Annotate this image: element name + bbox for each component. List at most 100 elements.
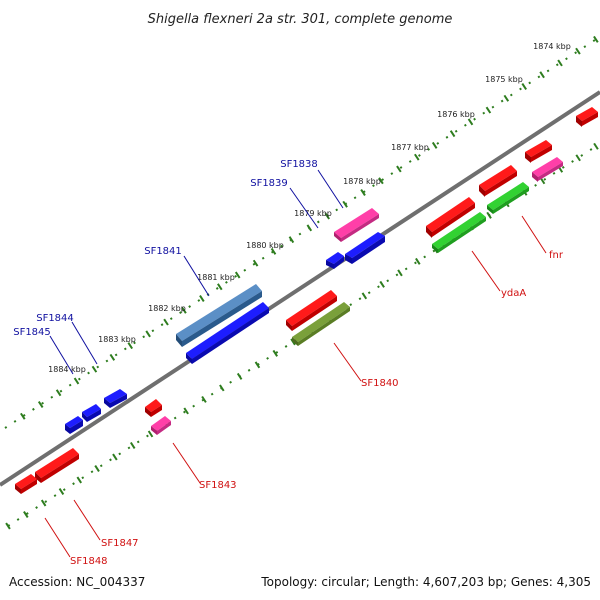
axis-tick-mark: [91, 365, 98, 373]
axis-tick-mark: [58, 487, 65, 495]
tick-label-1878: 1878 kbp: [343, 177, 381, 186]
axis-tick-mark: [324, 212, 330, 220]
axis-tick-mark: [575, 154, 581, 162]
label-fnr[interactable]: fnr: [549, 250, 564, 261]
label-SF1845[interactable]: SF1845: [13, 327, 51, 338]
gene-small-blue-1[interactable]: [326, 252, 344, 269]
axis-tick-mark: [73, 377, 80, 385]
axis-tick-mark: [378, 177, 384, 185]
axis-tick-mark: [503, 94, 510, 102]
gene-red-far-right[interactable]: [576, 107, 598, 127]
axis-tick-mark: [306, 224, 313, 232]
accession-text: Accession: NC_004337: [9, 575, 145, 589]
axis-tick-mark: [55, 389, 62, 397]
gene-labels-top: SF1838 SF1839 SF1841 SF1844 SF1845: [13, 159, 318, 338]
axis-tick-mark: [76, 476, 83, 484]
axis-tick-mark: [234, 271, 241, 279]
tick-label-1884: 1884 kbp: [48, 365, 86, 374]
axis-tick-mark: [415, 257, 421, 265]
axis-tick-mark: [40, 499, 47, 507]
axis-tick-mark: [37, 401, 44, 408]
label-SF1838[interactable]: SF1838: [280, 159, 318, 170]
axis-tick-mark: [485, 106, 492, 114]
label-SF1840[interactable]: SF1840: [361, 378, 399, 389]
tick-label-1875: 1875 kbp: [485, 75, 523, 84]
axis-tick-mark: [593, 35, 599, 43]
gene-SF1843[interactable]: [151, 416, 171, 435]
gene-SF1838[interactable]: [334, 208, 379, 242]
label-ydaA[interactable]: ydaA: [501, 288, 526, 299]
axis-tick-mark: [217, 283, 223, 291]
gene-pink-1[interactable]: [532, 157, 563, 182]
axis-tick-mark: [109, 353, 116, 361]
gene-SF1840[interactable]: [286, 290, 337, 331]
gene-small-blue-2[interactable]: [65, 416, 83, 434]
axis-tick-mark: [183, 407, 189, 415]
gene-fnr[interactable]: [479, 165, 517, 197]
label-SF1848[interactable]: SF1848: [70, 556, 108, 567]
axis-tick-mark: [145, 330, 151, 338]
axis-tick-mark: [379, 280, 385, 288]
axis-tick-mark: [129, 441, 136, 449]
label-leaders: [44, 169, 547, 558]
tick-label-1881: 1881 kbp: [197, 273, 235, 282]
tick-labels: 1874 kbp 1875 kbp 1876 kbp 1877 kbp 1878…: [48, 42, 571, 374]
axis-tick-mark: [252, 259, 259, 267]
tick-label-1877: 1877 kbp: [391, 143, 429, 152]
label-SF1839[interactable]: SF1839: [250, 178, 288, 189]
label-SF1847[interactable]: SF1847: [101, 538, 139, 549]
gene-ydaA[interactable]: [426, 197, 475, 238]
axis-tick-mark: [397, 269, 403, 277]
gene-red-1[interactable]: [525, 140, 552, 163]
gene-labels-bottom: fnr ydaA SF1840 SF1843 SF1847 SF1848: [70, 250, 564, 567]
position-axes: [4, 37, 599, 527]
axis-tick-mark: [521, 83, 527, 90]
axis-tick-mark: [414, 153, 420, 161]
label-SF1843[interactable]: SF1843: [199, 480, 237, 491]
gene-SF1841[interactable]: [176, 284, 262, 347]
gene-SF1843-red[interactable]: [145, 399, 162, 417]
genome-backbone: [0, 90, 600, 487]
axis-tick-mark: [342, 200, 348, 208]
axis-tick-mark: [94, 464, 100, 472]
axis-tick-mark: [23, 511, 29, 518]
gene-SF1844[interactable]: [104, 389, 127, 408]
axis-tick-mark: [199, 295, 205, 302]
axis-tick-mark: [272, 349, 279, 357]
gene-green-1[interactable]: [487, 182, 529, 214]
axis-tick-mark: [575, 47, 581, 55]
axis-tick-mark: [147, 430, 154, 438]
gene-SF1839[interactable]: [345, 232, 385, 264]
tick-label-1883: 1883 kbp: [98, 335, 136, 344]
gene-olive[interactable]: [292, 302, 350, 346]
axis-tick-mark: [181, 306, 187, 314]
gene-SF1848[interactable]: [15, 474, 37, 494]
tick-label-1882: 1882 kbp: [148, 304, 186, 313]
axis-tick-mark: [254, 361, 261, 369]
gene-SF1847[interactable]: [35, 448, 79, 483]
genome-summary: Topology: circular; Length: 4,607,203 bp…: [260, 575, 591, 589]
axis-tick-mark: [557, 59, 563, 67]
page-title: Shigella flexneri 2a str. 301, complete …: [148, 12, 453, 27]
label-SF1844[interactable]: SF1844: [36, 313, 74, 324]
axis-tick-mark: [593, 142, 599, 150]
label-SF1841[interactable]: SF1841: [144, 246, 182, 257]
axis-tick-mark: [396, 165, 402, 173]
gene-green-2[interactable]: [432, 212, 486, 253]
axis-tick-mark: [219, 384, 225, 392]
axis-tick-mark: [20, 412, 26, 420]
axis-tick-mark: [486, 211, 492, 219]
axis-tick-mark: [361, 292, 368, 300]
tick-label-1874: 1874 kbp: [533, 42, 571, 51]
axis-tick-mark: [201, 395, 207, 403]
gene-SF1841-b[interactable]: [186, 302, 269, 364]
tick-label-1876: 1876 kbp: [437, 110, 475, 119]
major-ticks: [5, 35, 599, 530]
gene-SF1845[interactable]: [82, 404, 101, 422]
lower-strand-genes: [15, 107, 598, 494]
axis-tick-mark: [360, 189, 366, 196]
axis-tick-mark: [431, 141, 438, 149]
axis-tick-mark: [467, 118, 474, 126]
tick-label-1879: 1879 kbp: [294, 209, 332, 218]
